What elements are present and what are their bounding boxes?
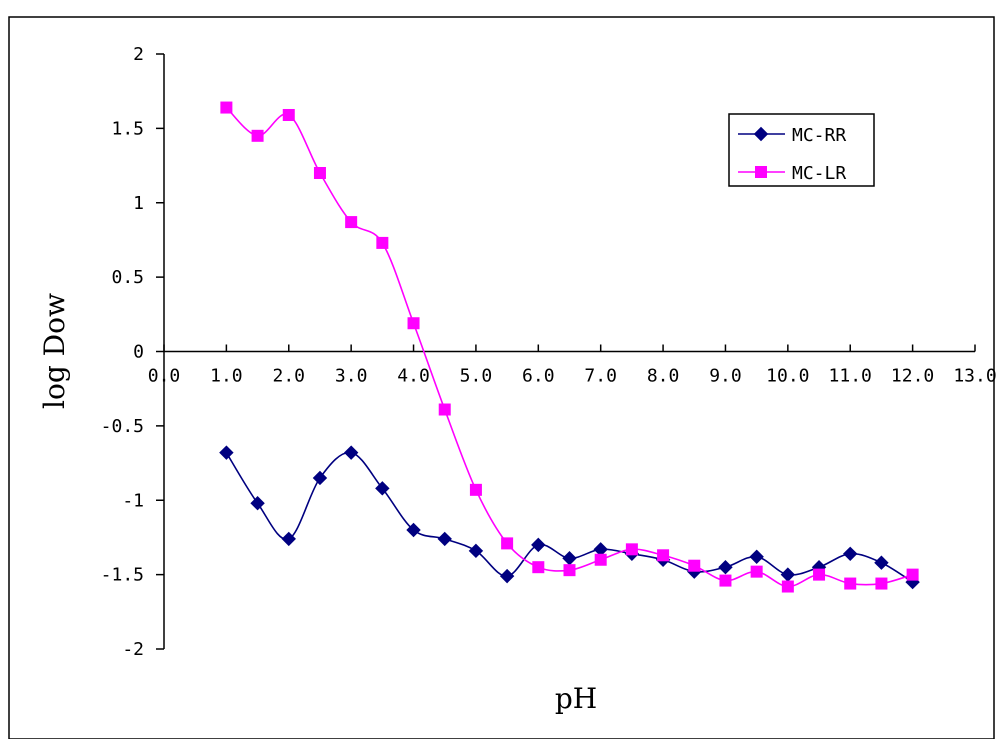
y-tick-label: 2 — [133, 44, 144, 65]
legend-swatch-marker — [753, 126, 769, 142]
data-point — [874, 555, 889, 570]
data-point — [468, 543, 484, 559]
legend: MC-RR MC-LR — [728, 113, 875, 187]
x-tick-label: 9.0 — [709, 366, 742, 387]
data-point — [469, 483, 482, 496]
data-point — [220, 101, 233, 114]
x-tick-label: 6.0 — [522, 366, 555, 387]
y-tick-label: -1 — [122, 490, 144, 511]
data-point — [282, 108, 295, 121]
x-tick-label: 12.0 — [891, 366, 934, 387]
y-tick-label: -1.5 — [101, 565, 144, 586]
data-point — [407, 317, 420, 330]
x-tick-label: 5.0 — [460, 366, 493, 387]
data-point — [406, 522, 421, 538]
data-point — [531, 537, 546, 553]
series-mc-lr — [220, 101, 919, 593]
x-tick-label: 2.0 — [273, 366, 306, 387]
y-tick-label: -0.5 — [101, 416, 144, 437]
y-axis-title: log Dow — [38, 293, 71, 409]
data-point — [437, 531, 452, 547]
x-tick-label: 0.0 — [148, 366, 181, 387]
data-point — [501, 537, 514, 550]
y-tick-label: 1.5 — [111, 118, 144, 139]
axes — [156, 53, 976, 650]
data-point — [718, 559, 733, 575]
y-tick-labels: 2 1.5 1 0.5 0 -0.5 -1 -1.5 -2 — [101, 44, 144, 660]
data-point — [906, 568, 919, 581]
x-tick-label: 1.0 — [210, 366, 243, 387]
x-tick-labels: 0.0 1.0 2.0 3.0 4.0 5.0 6.0 7.0 8.0 9.0 10.0 11.0 12… — [148, 366, 997, 387]
data-point — [250, 496, 265, 511]
legend-label: MC-RR — [792, 125, 846, 146]
x-tick-label: 10.0 — [766, 366, 809, 387]
data-point — [657, 549, 670, 562]
legend-label: MC-LR — [792, 163, 846, 184]
y-tick-label: 0.5 — [111, 267, 144, 288]
data-point — [843, 546, 858, 562]
data-point — [345, 216, 358, 229]
x-tick-label: 11.0 — [829, 366, 872, 387]
data-point — [625, 543, 638, 556]
data-point — [376, 236, 389, 249]
data-point — [251, 129, 264, 142]
x-tick-label: 4.0 — [397, 366, 430, 387]
data-point — [875, 577, 888, 590]
data-point — [532, 561, 545, 574]
legend-swatch-marker — [755, 166, 767, 178]
data-point — [594, 553, 607, 566]
data-point — [281, 531, 296, 547]
data-point — [563, 564, 576, 577]
y-tick-label: -2 — [122, 639, 144, 660]
data-point — [343, 445, 359, 460]
x-tick-label: 13.0 — [953, 366, 996, 387]
data-point — [719, 574, 732, 587]
data-point — [813, 568, 826, 581]
data-point — [749, 549, 764, 564]
x-tick-label: 7.0 — [584, 366, 617, 387]
x-tick-label: 3.0 — [335, 366, 368, 387]
data-point — [688, 559, 701, 572]
x-axis-title: pH — [555, 682, 597, 715]
data-point — [499, 568, 515, 584]
y-tick-label: 0 — [133, 342, 144, 363]
data-point — [375, 481, 390, 496]
data-point — [219, 445, 234, 460]
data-point — [750, 565, 763, 578]
y-tick-label: 1 — [133, 193, 144, 214]
data-point — [313, 167, 326, 179]
data-point — [844, 577, 857, 590]
data-point — [781, 580, 794, 593]
legend-box — [728, 113, 875, 187]
x-tick-label: 8.0 — [647, 366, 680, 387]
data-point — [312, 470, 328, 486]
data-point — [438, 403, 451, 416]
series-layer — [219, 101, 920, 593]
